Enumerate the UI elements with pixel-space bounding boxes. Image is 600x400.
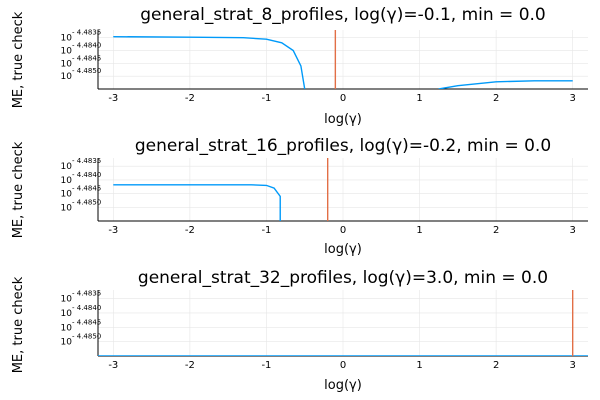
x-tick-label: 3	[570, 360, 576, 371]
x-axis-label: log(γ)	[324, 112, 362, 127]
y-tick-label: 10	[61, 34, 73, 44]
y-tick-label: 10	[61, 176, 73, 186]
y-axis-label: ME, true check	[11, 276, 26, 373]
y-tick-label: 10	[61, 162, 73, 172]
x-tick-label: -1	[261, 225, 271, 236]
y-tick-exponent: - 4.4835	[72, 290, 101, 298]
x-tick-label: 2	[493, 93, 499, 104]
y-tick-label: 10	[61, 295, 73, 305]
x-tick-label: 3	[570, 225, 576, 236]
y-tick-label: 10	[61, 203, 73, 213]
x-tick-label: 0	[340, 93, 346, 104]
y-tick-label: 10	[61, 72, 73, 82]
y-tick-exponent: - 4.4840	[72, 42, 101, 50]
y-tick-exponent: - 4.4840	[72, 304, 101, 312]
x-tick-label: -3	[108, 360, 118, 371]
y-tick-exponent: - 4.4845	[72, 54, 101, 62]
y-tick-exponent: - 4.4850	[72, 67, 101, 75]
y-axis-label: ME, true check	[11, 141, 26, 238]
y-axis-label: ME, true check	[11, 11, 26, 108]
x-tick-label: -1	[261, 360, 271, 371]
x-tick-label: 1	[416, 225, 422, 236]
x-tick-label: -3	[108, 225, 118, 236]
x-tick-label: 1	[416, 360, 422, 371]
x-tick-label: 0	[340, 360, 346, 371]
series-line	[438, 80, 573, 89]
y-tick-label: 10	[61, 338, 73, 348]
x-tick-label: -1	[261, 93, 271, 104]
y-tick-exponent: - 4.4845	[72, 318, 101, 326]
x-tick-label: -3	[108, 93, 118, 104]
y-tick-exponent: - 4.4850	[72, 198, 101, 206]
x-tick-label: 2	[493, 225, 499, 236]
panel-title: general_strat_16_profiles, log(γ)=-0.2, …	[135, 136, 551, 156]
y-tick-exponent: - 4.4850	[72, 333, 101, 341]
y-tick-label: 10	[61, 47, 73, 57]
x-tick-label: 3	[570, 93, 576, 104]
y-tick-label: 10	[61, 190, 73, 200]
x-tick-label: -2	[185, 360, 195, 371]
x-tick-label: 1	[416, 93, 422, 104]
y-tick-exponent: - 4.4845	[72, 185, 101, 193]
x-tick-label: 0	[340, 225, 346, 236]
x-axis-label: log(γ)	[324, 242, 362, 257]
series-line	[113, 35, 306, 89]
panel-title: general_strat_32_profiles, log(γ)=3.0, m…	[138, 268, 548, 288]
series-line	[113, 184, 281, 221]
y-tick-exponent: - 4.4835	[72, 157, 101, 165]
y-tick-exponent: - 4.4835	[72, 29, 101, 37]
y-tick-label: 10	[61, 323, 73, 333]
x-axis-label: log(γ)	[324, 378, 362, 393]
x-tick-label: -2	[185, 225, 195, 236]
x-tick-label: 2	[493, 360, 499, 371]
y-tick-label: 10	[61, 59, 73, 69]
y-tick-exponent: - 4.4840	[72, 171, 101, 179]
panel-title: general_strat_8_profiles, log(γ)=-0.1, m…	[140, 5, 546, 25]
x-tick-label: -2	[185, 93, 195, 104]
y-tick-label: 10	[61, 309, 73, 319]
